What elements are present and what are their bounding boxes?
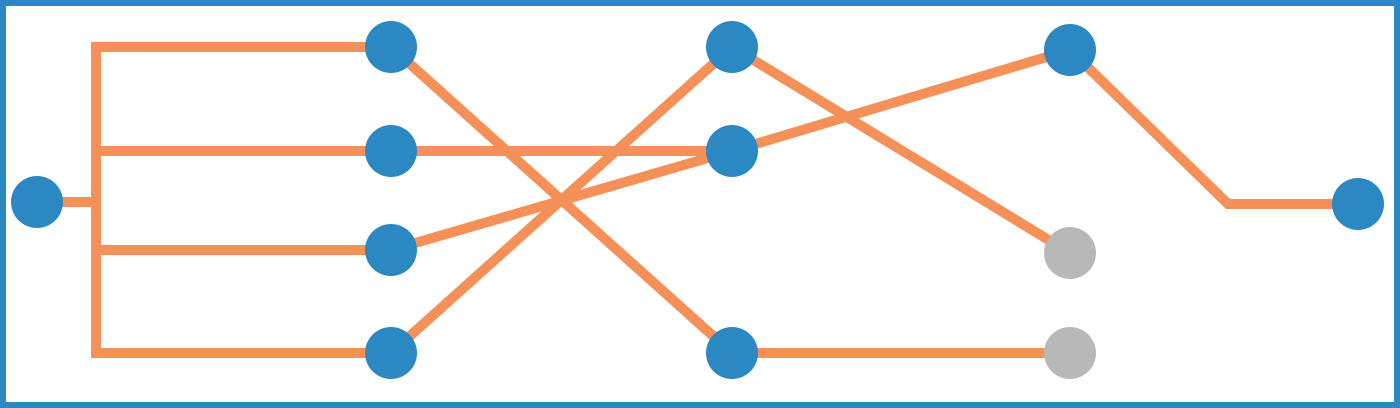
edge-layer3-a-to-output [1066, 46, 1358, 209]
edge-layer2-a-to-layer3-b [729, 42, 1073, 258]
edge-layer2-b-to-layer3-a [730, 45, 1072, 156]
edge-layer1-d-to-layer2-a [387, 43, 736, 357]
node-layer2-b [706, 125, 758, 177]
edges-layer [37, 42, 1358, 358]
node-layer1-a [365, 21, 417, 73]
edge-input-to-layer1-d [37, 197, 391, 358]
node-layer3-a [1044, 24, 1096, 76]
edge-input-to-layer1-b [37, 146, 391, 207]
node-layer1-d [365, 327, 417, 379]
edge-input-to-layer1-a [37, 42, 391, 207]
node-output [1332, 178, 1384, 230]
node-layer1-c [365, 224, 417, 276]
node-layer1-b [365, 125, 417, 177]
node-layer2-c [706, 327, 758, 379]
node-layer3-b [1044, 227, 1096, 279]
edge-input-to-layer1-c [37, 197, 391, 255]
node-layer3-c [1044, 327, 1096, 379]
nodes-layer [11, 21, 1384, 379]
node-input [11, 176, 63, 228]
node-layer2-a [706, 21, 758, 73]
